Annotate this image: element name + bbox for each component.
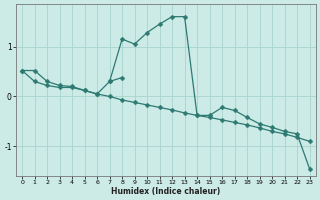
X-axis label: Humidex (Indice chaleur): Humidex (Indice chaleur) xyxy=(111,187,220,196)
